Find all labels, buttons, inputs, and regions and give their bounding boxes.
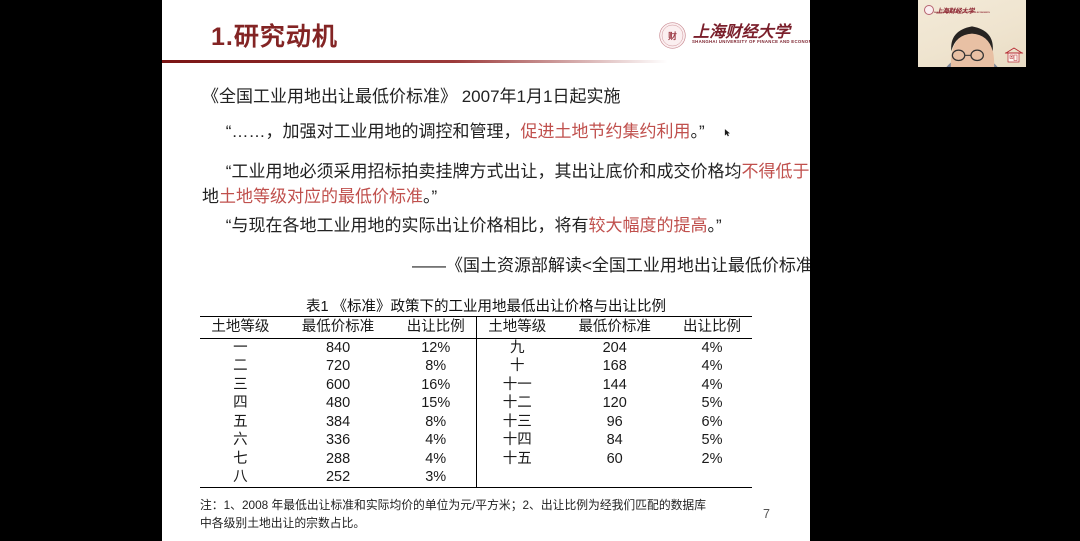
svg-text:财: 财 <box>667 30 677 41</box>
